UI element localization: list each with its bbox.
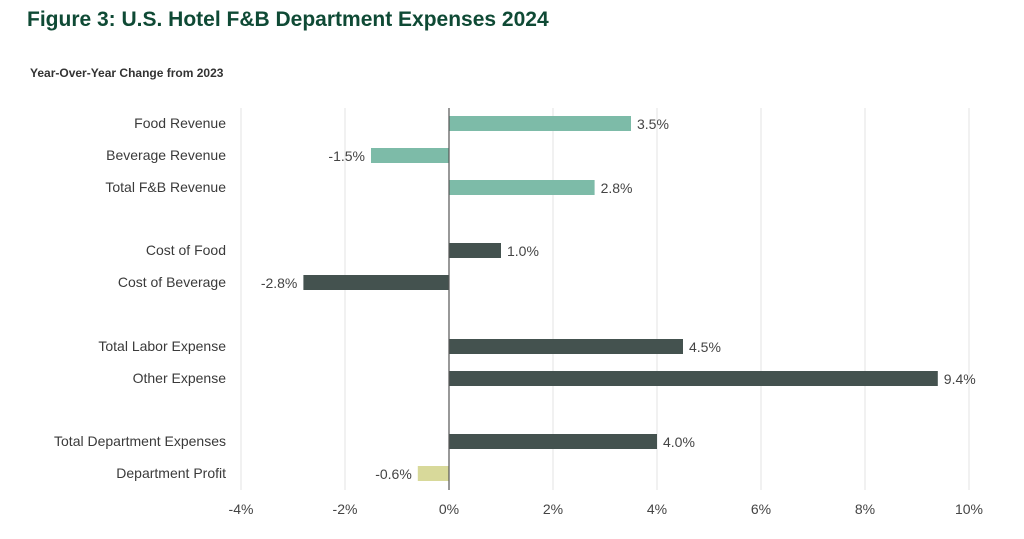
data-label: 9.4% — [944, 371, 976, 387]
x-tick-label: 2% — [543, 501, 563, 517]
data-label: 4.5% — [689, 339, 721, 355]
category-label: Cost of Food — [146, 242, 226, 258]
bar — [449, 243, 501, 258]
bar — [449, 116, 631, 131]
bar — [449, 434, 657, 449]
bar — [303, 275, 449, 290]
x-tick-label: 4% — [647, 501, 667, 517]
category-label: Food Revenue — [134, 115, 226, 131]
data-label: -1.5% — [328, 148, 365, 164]
x-tick-label: 10% — [955, 501, 983, 517]
x-tick-label: 8% — [855, 501, 875, 517]
data-label: -0.6% — [375, 466, 412, 482]
data-label: 2.8% — [601, 180, 633, 196]
x-tick-label: 0% — [439, 501, 459, 517]
category-label: Beverage Revenue — [106, 147, 226, 163]
data-label: 1.0% — [507, 243, 539, 259]
category-label: Total Labor Expense — [98, 338, 226, 354]
chart-subtitle: Year-Over-Year Change from 2023 — [30, 66, 224, 80]
bar — [449, 180, 595, 195]
bar — [371, 148, 449, 163]
bar — [449, 371, 938, 386]
data-label: -2.8% — [261, 275, 298, 291]
category-label: Total Department Expenses — [54, 433, 226, 449]
chart-title: Figure 3: U.S. Hotel F&B Department Expe… — [27, 8, 549, 31]
category-label: Department Profit — [116, 465, 226, 481]
bar — [417, 466, 449, 481]
data-label: 4.0% — [663, 434, 695, 450]
category-label: Cost of Beverage — [118, 274, 226, 290]
category-label: Total F&B Revenue — [105, 179, 226, 195]
x-tick-label: -2% — [333, 501, 358, 517]
data-label: 3.5% — [637, 116, 669, 132]
category-label: Other Expense — [133, 370, 227, 386]
x-tick-label: 6% — [751, 501, 771, 517]
bar — [449, 339, 683, 354]
x-tick-label: -4% — [229, 501, 254, 517]
